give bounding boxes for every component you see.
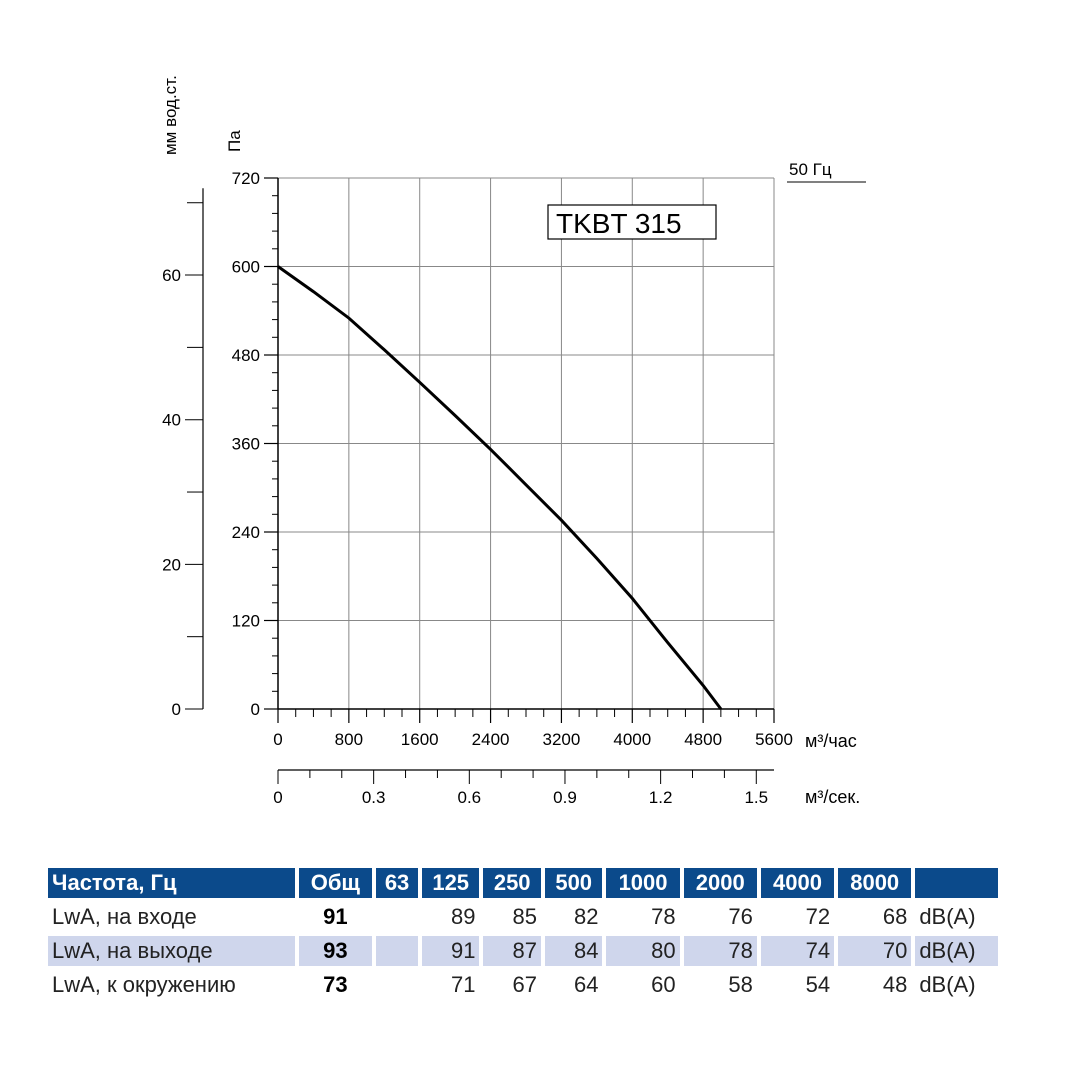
header-250: 250: [483, 868, 541, 898]
header-1000: 1000: [606, 868, 680, 898]
performance-curve: [277, 265, 723, 710]
chart-grid: [277, 177, 775, 710]
row-value: 70: [838, 936, 912, 966]
y-left-tick-label: 0: [172, 700, 181, 719]
header-500: 500: [544, 868, 603, 898]
x2-tick-label: 0: [273, 788, 282, 807]
x2-tick-label: 0.3: [362, 788, 386, 807]
row-value: 78: [651, 904, 676, 929]
row-value: 78: [683, 936, 757, 966]
row-label: LwA, на выходе: [48, 936, 295, 966]
header-frequency: Частота, Гц: [48, 868, 295, 898]
row-unit: dB(A): [919, 972, 976, 997]
row-label: LwA, к окружению: [52, 972, 236, 997]
row-value: 76: [728, 904, 753, 929]
row-value: 74: [760, 936, 835, 966]
row-value: [376, 970, 418, 1000]
sound-power-table: Частота, Гц Общ 63 125 250 500 1000 2000 4000 800…: [44, 864, 1002, 1004]
x2-axis-label: м³/сек.: [805, 787, 860, 807]
table-row: LwA, на входе 91 89 85 82 78 76 72 68 dB(A): [48, 902, 998, 932]
y-tick-label: 720: [232, 169, 260, 188]
y-tick-label: 120: [232, 612, 260, 631]
y-left-tick-label: 20: [162, 555, 181, 574]
y-tick-label: 480: [232, 346, 260, 365]
x-tick-label: 4000: [613, 730, 651, 749]
x2-tick-label: 1.2: [649, 788, 673, 807]
row-value: 54: [805, 972, 831, 997]
x2-tick-label: 0.6: [457, 788, 481, 807]
row-value: 84: [544, 936, 603, 966]
chart-ticks: [185, 177, 775, 784]
row-value: 67: [512, 972, 537, 997]
x-tick-label: 1600: [401, 730, 439, 749]
row-value: 48: [882, 972, 908, 997]
row-value: 60: [651, 972, 676, 997]
y-tick-label: 600: [232, 258, 260, 277]
row-value: 58: [728, 972, 753, 997]
y-left-tick-label: 40: [162, 411, 181, 430]
y-axis-label: Па: [225, 130, 244, 152]
row-value: 82: [573, 904, 599, 929]
table-header-row: Частота, Гц Общ 63 125 250 500 1000 2000 4000 800…: [48, 868, 998, 898]
row-value: [376, 902, 418, 932]
x-tick-label: 3200: [543, 730, 581, 749]
y-tick-label: 0: [251, 700, 260, 719]
y-tick-label: 240: [232, 523, 260, 542]
header-total: Общ: [298, 868, 373, 898]
y-left-axis-label: мм вод.ст.: [161, 75, 180, 155]
y-tick-label: 360: [232, 435, 260, 454]
model-label: TKBT 315: [556, 208, 682, 239]
table-row: LwA, на выходе 93 91 87 84 80 78 74 70 dB(A): [48, 936, 998, 966]
frequency-label: 50 Гц: [789, 160, 832, 179]
row-total: 73: [323, 972, 348, 997]
x2-tick-label: 0.9: [553, 788, 577, 807]
row-value: 80: [606, 936, 680, 966]
x-tick-label: 800: [335, 730, 363, 749]
row-total: 93: [298, 936, 373, 966]
row-value: 89: [450, 904, 476, 929]
header-4000: 4000: [760, 868, 835, 898]
row-value: 85: [512, 904, 537, 929]
row-unit: dB(A): [915, 936, 998, 966]
x-axis-label: м³/час: [805, 731, 857, 751]
x-tick-label: 4800: [684, 730, 722, 749]
header-63: 63: [376, 868, 418, 898]
x-tick-label: 2400: [472, 730, 510, 749]
row-value: [376, 936, 418, 966]
row-value: 68: [882, 904, 908, 929]
y-left-tick-label: 60: [162, 266, 181, 285]
x2-tick-label: 1.5: [744, 788, 768, 807]
row-total: 91: [323, 904, 348, 929]
header-125: 125: [421, 868, 480, 898]
model-label-box: TKBT 315: [547, 204, 717, 240]
row-value: 72: [805, 904, 831, 929]
header-8000: 8000: [838, 868, 912, 898]
row-label: LwA, на входе: [52, 904, 197, 929]
table-row: LwA, к окружению 73 71 67 64 60 58 54 48 dB(A): [48, 970, 998, 1000]
row-unit: dB(A): [919, 904, 976, 929]
row-value: 91: [421, 936, 480, 966]
x-tick-label: 5600: [755, 730, 793, 749]
header-unit: [915, 868, 998, 898]
row-value: 71: [450, 972, 476, 997]
x-tick-label: 0: [273, 730, 282, 749]
row-value: 87: [483, 936, 541, 966]
header-2000: 2000: [683, 868, 757, 898]
row-value: 64: [573, 972, 599, 997]
